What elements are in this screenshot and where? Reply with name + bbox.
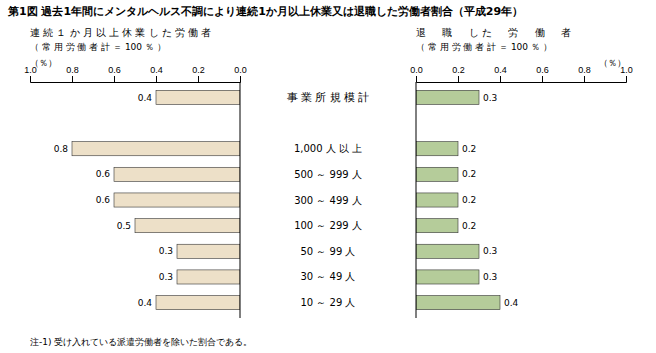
- tick-label: 0.4: [494, 65, 507, 75]
- tick: 0.6: [536, 65, 549, 82]
- category-label: 1,000 人 以 上: [294, 143, 362, 154]
- tick-mark: [240, 76, 241, 82]
- data-label: 0.2: [462, 221, 476, 231]
- panel: 連 続 １ か 月 以 上 休 業 し た 労 働 者 （ 常 用 労 働 者 計…: [24, 27, 247, 318]
- bar: [156, 296, 240, 310]
- data-label: 0.2: [462, 144, 476, 154]
- bar: [416, 244, 479, 258]
- bar: [177, 244, 240, 258]
- tick: 1.0: [24, 65, 37, 82]
- data-label: 0.3: [483, 93, 497, 103]
- x-axis: 0.0 0.2 0.4 0.6 0.8 1.0: [410, 65, 633, 83]
- panel: 退 職 し た 労 働 者（ 常 用 労 働 者 計 ＝ 100 ％ ）（％）0…: [410, 27, 633, 318]
- tick-mark: [626, 76, 627, 82]
- bar: [177, 270, 240, 284]
- panel-title: 退 職 し た 労 働 者: [416, 27, 571, 38]
- bars: [72, 90, 240, 309]
- data-label: 0.3: [159, 246, 173, 256]
- baseline: [240, 82, 241, 318]
- tick-label: 0.6: [536, 65, 549, 75]
- tick-mark: [72, 76, 73, 82]
- tick-label: 1.0: [24, 65, 37, 75]
- bar: [416, 270, 479, 284]
- tick: 0.8: [578, 65, 591, 82]
- bar: [114, 193, 240, 207]
- data-label: 0.4: [138, 298, 153, 308]
- data-label: 0.3: [159, 272, 173, 282]
- title: 第1図 過去1年間にメンタルヘルス不調により連続1か月以上休業又は退職した労働者…: [7, 5, 523, 18]
- category-label: 事 業 所 規 模 計: [287, 91, 370, 103]
- tick-mark: [198, 76, 199, 82]
- data-label: 0.2: [462, 195, 476, 205]
- bar: [156, 90, 240, 104]
- tick-mark: [584, 76, 585, 82]
- tick-mark: [30, 76, 31, 82]
- tick: 0.2: [452, 65, 465, 82]
- data-label: 0.6: [96, 169, 111, 179]
- data-label: 0.5: [117, 221, 131, 231]
- tick: 1.0: [620, 65, 633, 82]
- tick: 0.4: [150, 65, 163, 82]
- data-label: 0.8: [54, 144, 69, 154]
- tick: 0.6: [108, 65, 121, 82]
- tick-mark: [416, 76, 417, 82]
- data-label: 0.6: [96, 195, 111, 205]
- tick: 0.2: [192, 65, 205, 82]
- chart: 第1図 過去1年間にメンタルヘルス不調により連続1か月以上休業又は退職した労働者…: [0, 0, 656, 353]
- data-label: 0.2: [462, 169, 476, 179]
- tick: 0.4: [494, 65, 507, 82]
- tick-label: 0.8: [578, 65, 591, 75]
- data-label: 0.3: [483, 246, 497, 256]
- tick-label: 1.0: [620, 65, 633, 75]
- axis-line: [31, 76, 241, 83]
- tick-mark: [500, 76, 501, 82]
- axis-line: [417, 76, 627, 83]
- category-label: 50 ～ 99 人: [301, 246, 356, 257]
- category-label: 10 ～ 29 人: [301, 297, 356, 308]
- category-labels: 事 業 所 規 模 計 1,000 人 以 上 500 ～ 999 人 300 ～ 4…: [287, 91, 370, 308]
- tick-mark: [114, 76, 115, 82]
- tick-mark: [458, 76, 459, 82]
- tick-label: 0.4: [150, 65, 163, 75]
- tick-label: 0.2: [452, 65, 465, 75]
- tick-label: 0.0: [410, 65, 423, 75]
- category-label: 30 ～ 49 人: [301, 271, 356, 282]
- bar: [416, 296, 500, 310]
- tick-label: 0.8: [66, 65, 79, 75]
- category-label: 300 ～ 499 人: [294, 195, 362, 206]
- bar: [416, 142, 458, 156]
- tick-mark: [156, 76, 157, 82]
- tick-label: 0.0: [234, 65, 247, 75]
- tick-mark: [542, 76, 543, 82]
- category-label: 500 ～ 999 人: [294, 169, 362, 180]
- footnote: 注-1) 受け入れている派遣労働者を除いた割合である。: [30, 337, 252, 347]
- bar: [416, 193, 458, 207]
- bar: [416, 167, 458, 181]
- bars: [416, 90, 500, 309]
- bar: [114, 167, 240, 181]
- x-axis: 0.0 0.2 0.4 0.6 0.8 1.0: [24, 65, 247, 83]
- tick: 0.8: [66, 65, 79, 82]
- tick-label: 0.6: [108, 65, 121, 75]
- data-label: 0.3: [483, 272, 497, 282]
- tick: 0.0: [234, 65, 247, 82]
- tick: 0.0: [410, 65, 423, 82]
- data-label: 0.4: [138, 93, 153, 103]
- data-label: 0.4: [504, 298, 519, 308]
- bar: [416, 219, 458, 233]
- bar: [416, 90, 479, 104]
- panel-title: 連 続 １ か 月 以 上 休 業 し た 労 働 者: [30, 27, 211, 38]
- baseline: [416, 82, 417, 318]
- panel-subtitle: （ 常 用 労 働 者 計 ＝ 100 ％ ）: [30, 42, 166, 52]
- panel-subtitle: （ 常 用 労 働 者 計 ＝ 100 ％ ）: [416, 42, 552, 52]
- tick-label: 0.2: [192, 65, 205, 75]
- category-label: 100 ～ 299 人: [294, 220, 362, 231]
- bar: [72, 142, 240, 156]
- bar: [135, 219, 240, 233]
